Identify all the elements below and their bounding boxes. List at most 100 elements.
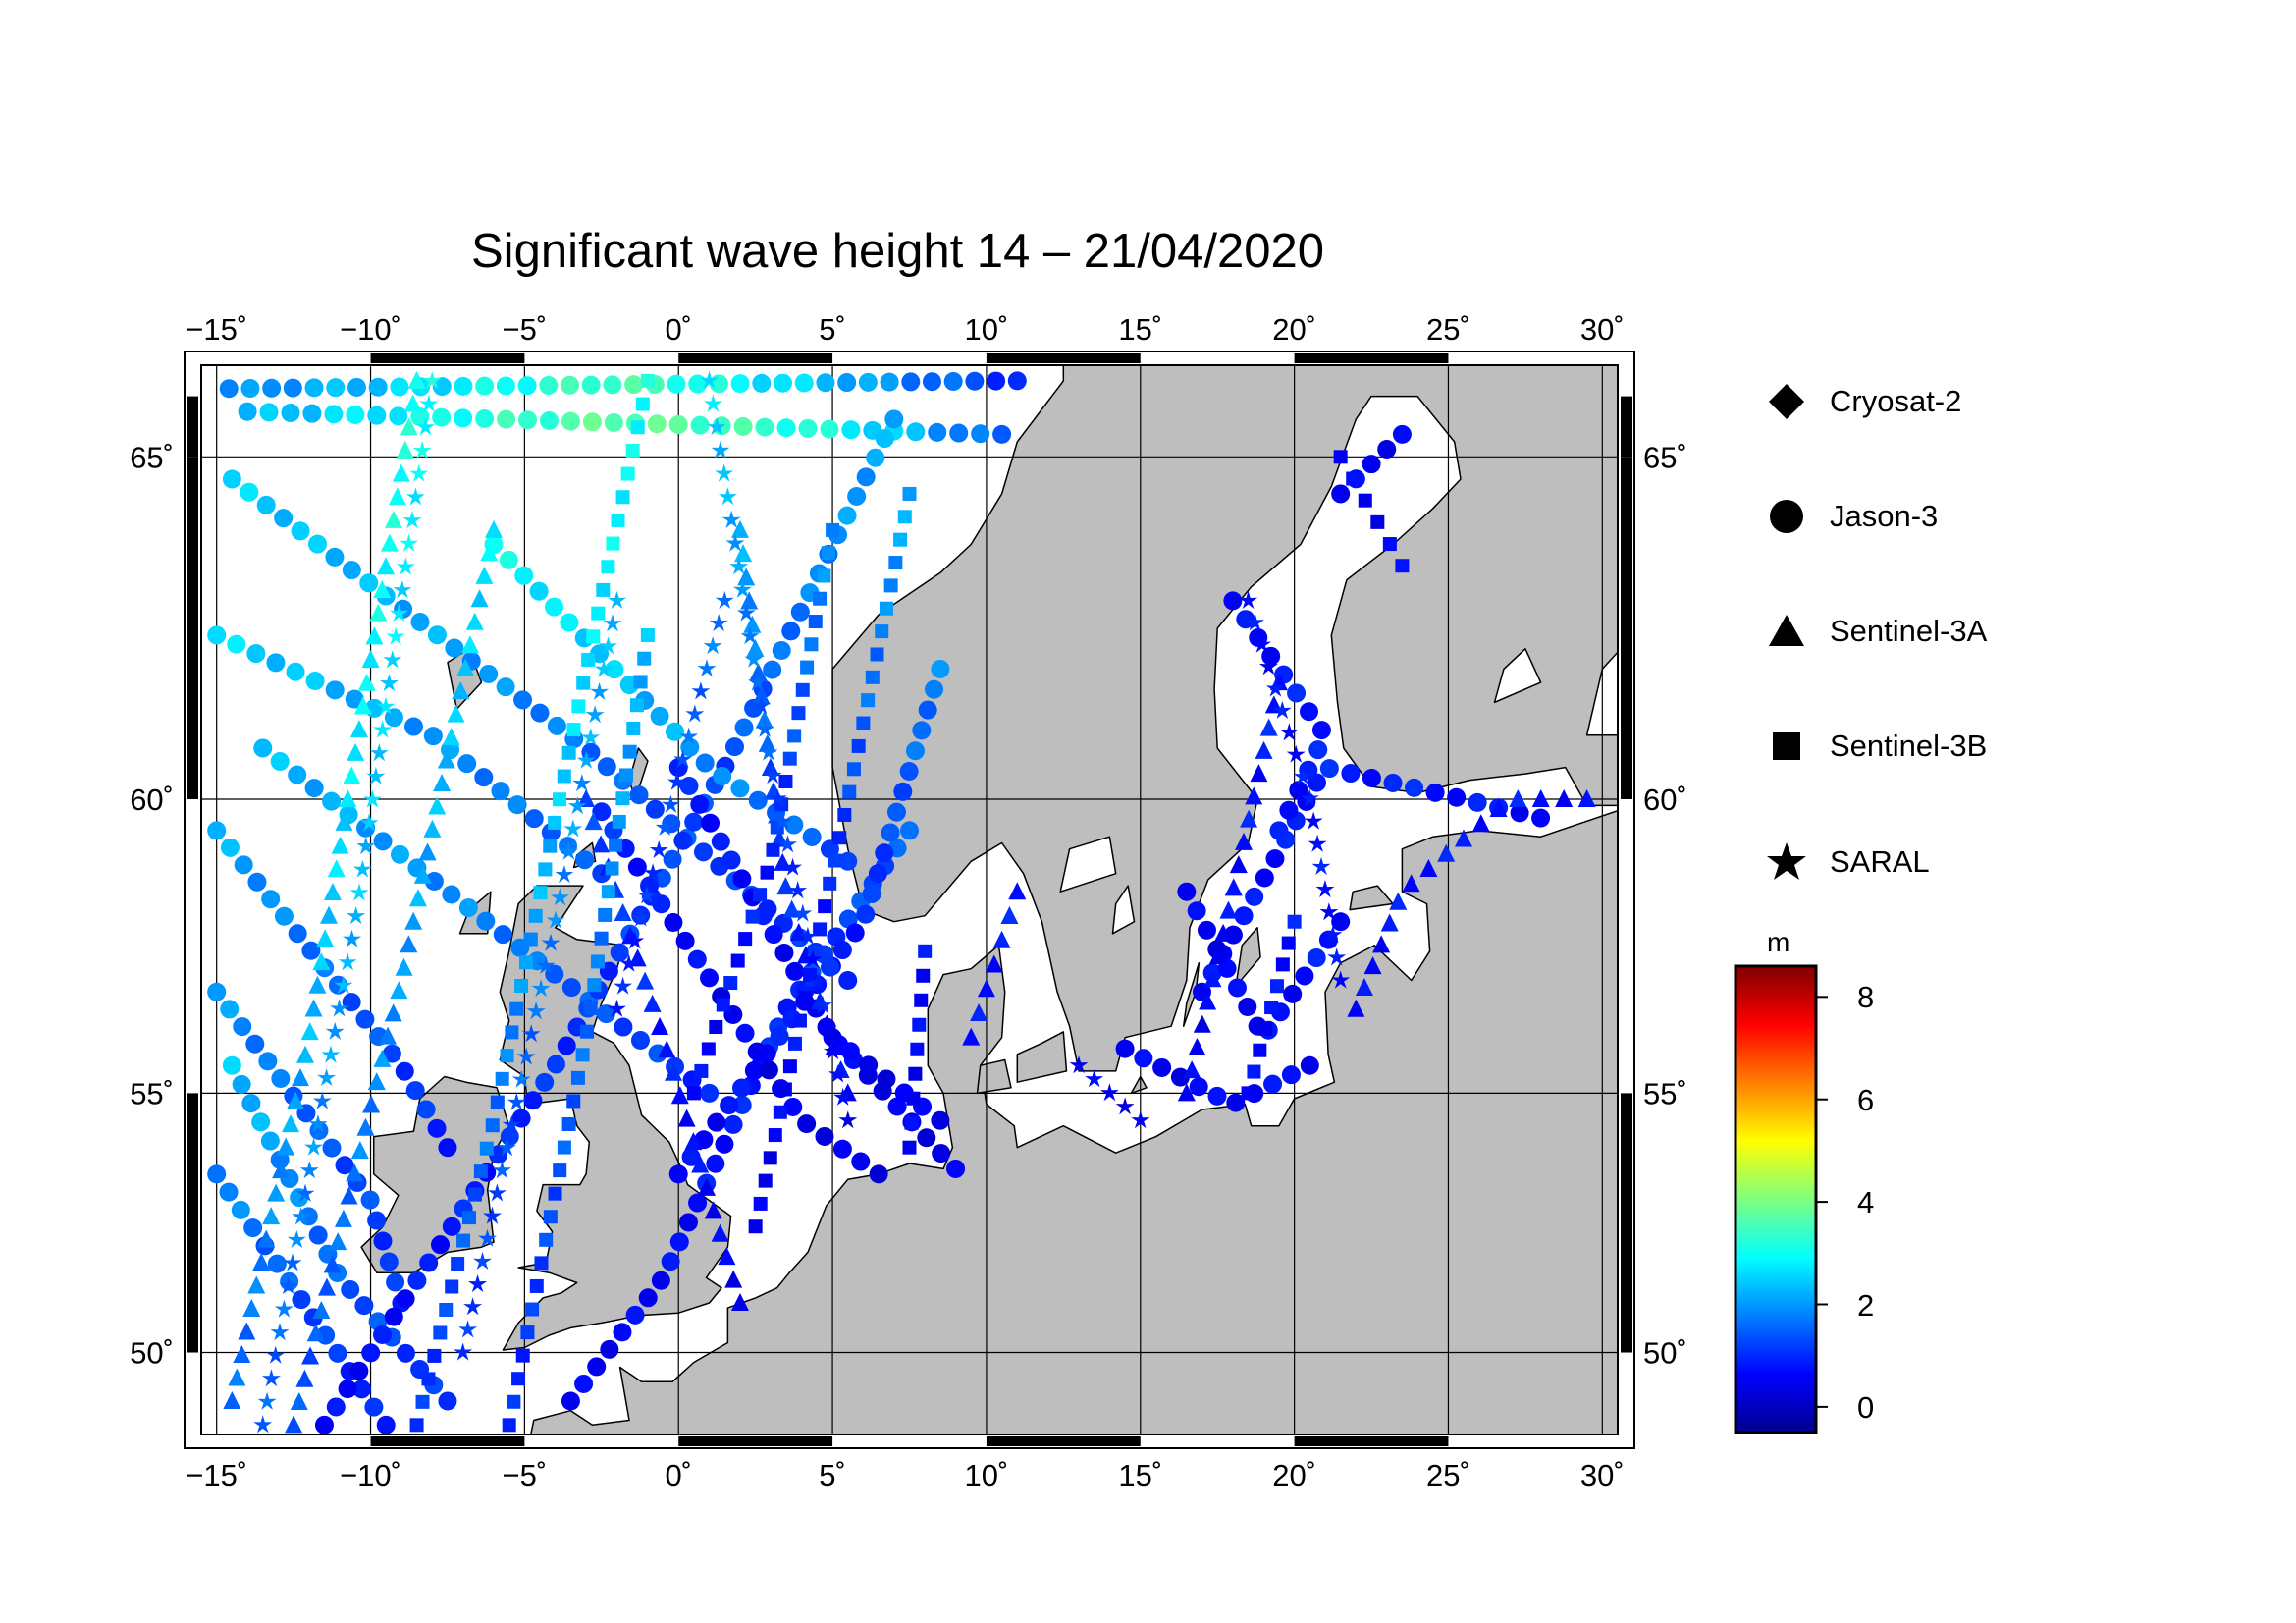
sentinel-3b-point bbox=[553, 1163, 567, 1178]
jason-3-point bbox=[946, 1159, 966, 1178]
sentinel-3b-point bbox=[467, 1187, 482, 1202]
jason-3-point bbox=[603, 375, 622, 395]
saral-point bbox=[1265, 678, 1285, 697]
lon-tick-label: 10˚ bbox=[965, 1458, 1009, 1492]
sentinel-3b-point bbox=[439, 1302, 454, 1317]
jason-3-point bbox=[423, 727, 443, 746]
jason-3-point bbox=[325, 547, 345, 567]
jason-3-point bbox=[342, 561, 361, 580]
jason-3-point bbox=[1362, 768, 1381, 787]
jason-3-point bbox=[949, 423, 969, 443]
jason-3-point bbox=[794, 373, 814, 393]
jason-3-point bbox=[1377, 440, 1397, 460]
sentinel-3b-point bbox=[694, 1063, 709, 1078]
sentinel-3b-point bbox=[912, 1017, 927, 1032]
sentinel-3b-point bbox=[798, 991, 813, 1005]
saral-point bbox=[1286, 744, 1306, 763]
jason-3-point bbox=[207, 625, 227, 645]
jason-3-point bbox=[1362, 455, 1381, 474]
frame-tick-bar bbox=[370, 1436, 525, 1446]
sentinel-3b-point bbox=[813, 591, 828, 606]
sentinel-3b-point bbox=[768, 1128, 782, 1143]
sentinel-3a-point bbox=[423, 819, 442, 838]
sentinel-3b-point bbox=[879, 601, 893, 616]
axis-tick-labels: −15˚ −15˚ −10˚ −10˚ −5˚ −5˚ 0˚ 0˚ 5˚ 5˚ 10˚ 10˚ 15˚ 1… bbox=[130, 312, 1687, 1492]
jason-3-point bbox=[283, 378, 302, 398]
jason-3-point bbox=[259, 403, 279, 422]
jason-3-point bbox=[256, 495, 276, 514]
sentinel-3b-point bbox=[637, 651, 652, 666]
sentinel-3b-point bbox=[730, 953, 745, 968]
jason-3-point bbox=[367, 1211, 387, 1230]
jason-3-point bbox=[438, 1138, 457, 1158]
sentinel-3a-point bbox=[761, 758, 779, 777]
sentinel-3a-point bbox=[223, 1390, 241, 1409]
jason-3-point bbox=[352, 1380, 372, 1399]
jason-3-point bbox=[640, 876, 660, 895]
sentinel-3a-point bbox=[480, 543, 499, 562]
sentinel-3a-point bbox=[1389, 892, 1408, 910]
sentinel-3b-point bbox=[773, 1105, 787, 1119]
sentinel-3a-point bbox=[418, 842, 437, 861]
jason-3-point bbox=[491, 782, 510, 801]
sentinel-3b-point bbox=[601, 885, 615, 899]
lake bbox=[1059, 836, 1117, 893]
jason-3-point bbox=[748, 790, 768, 810]
saral-point bbox=[619, 953, 639, 972]
jason-3-point bbox=[514, 566, 534, 585]
sentinel-3b-point bbox=[601, 560, 615, 574]
jason-3-point bbox=[783, 1097, 803, 1116]
sentinel-3a-point bbox=[373, 1049, 392, 1067]
jason-3-point bbox=[384, 1307, 403, 1326]
sentinel-3a-point bbox=[287, 1091, 305, 1109]
jason-3-point bbox=[222, 1055, 241, 1075]
sentinel-3a-point bbox=[317, 1277, 336, 1296]
sentinel-3a-point bbox=[247, 1275, 266, 1294]
colorbar-tick-label: 2 bbox=[1857, 1287, 1875, 1323]
jason-3-point bbox=[730, 779, 750, 798]
sentinel-3a-point bbox=[306, 1324, 325, 1342]
sentinel-3b-point bbox=[1346, 471, 1361, 486]
lon-tick-label: 10˚ bbox=[965, 312, 1009, 347]
jason-3-point bbox=[732, 1078, 752, 1098]
jason-3-point bbox=[530, 703, 550, 723]
sentinel-3b-point bbox=[548, 1186, 562, 1201]
saral-point bbox=[343, 929, 362, 947]
jason-3-point bbox=[713, 766, 732, 785]
jason-3-point bbox=[1226, 1093, 1246, 1112]
jason-3-point bbox=[1177, 882, 1197, 901]
jason-3-point bbox=[475, 376, 495, 396]
jason-3-point bbox=[875, 843, 894, 863]
saral-point bbox=[473, 1251, 492, 1270]
sentinel-3b-point bbox=[523, 932, 538, 947]
sentinel-3a-point bbox=[691, 1155, 710, 1173]
sentinel-3b-point bbox=[760, 865, 774, 880]
saral-point bbox=[541, 933, 561, 951]
jason-3-point bbox=[258, 1052, 278, 1071]
jason-3-point bbox=[605, 660, 624, 679]
jason-3-point bbox=[1307, 948, 1326, 968]
jason-3-point bbox=[376, 1415, 396, 1434]
sentinel-3a-point bbox=[711, 1223, 729, 1242]
jason-3-point bbox=[368, 377, 388, 397]
frame-tick-bar bbox=[986, 353, 1141, 363]
saral-point bbox=[655, 817, 674, 836]
sentinel-3b-point bbox=[596, 582, 611, 597]
sentinel-3a-point bbox=[1219, 900, 1238, 919]
saral-point bbox=[422, 370, 442, 389]
jason-3-point bbox=[288, 924, 307, 944]
saral-point bbox=[838, 1110, 858, 1129]
sentinel-3a-point bbox=[442, 728, 460, 746]
sentinel-3b-point bbox=[716, 998, 730, 1012]
sentinel-3a-point bbox=[334, 1209, 352, 1227]
jason-3-point bbox=[390, 844, 409, 864]
jason-3-point bbox=[987, 371, 1006, 391]
jason-3-point bbox=[732, 869, 752, 889]
sentinel-3a-point bbox=[329, 1232, 347, 1251]
jason-3-point bbox=[354, 1296, 374, 1316]
sentinel-3b-point bbox=[620, 466, 635, 481]
sentinel-3a-point bbox=[335, 812, 353, 831]
jason-3-point bbox=[349, 1361, 369, 1380]
sentinel-3a-point bbox=[292, 1068, 310, 1087]
jason-3-point bbox=[1187, 901, 1206, 921]
